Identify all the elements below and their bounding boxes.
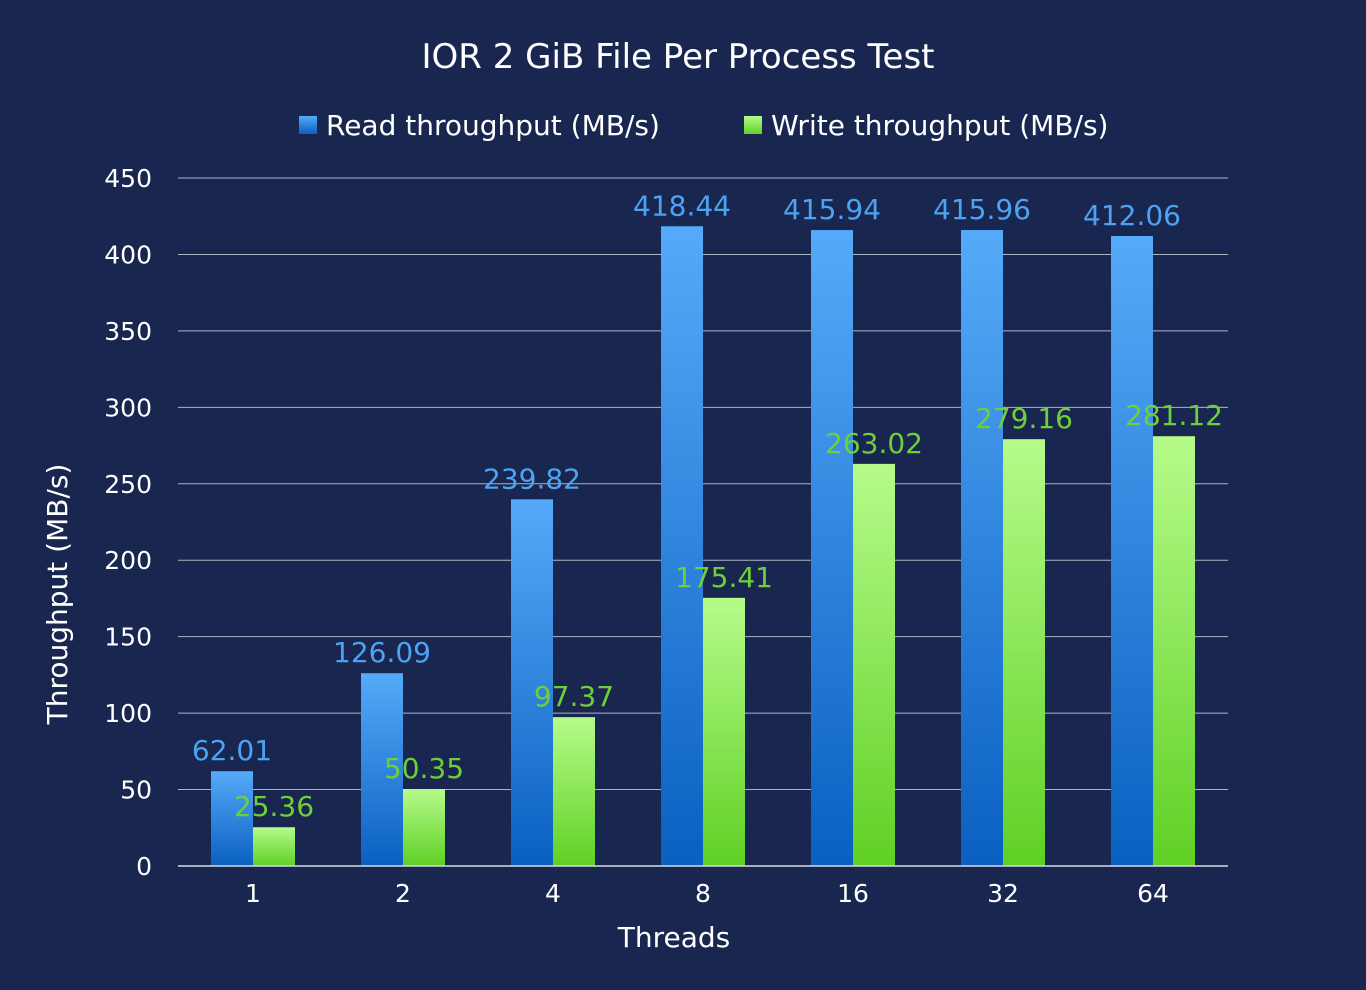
x-tick-label: 32 <box>987 879 1019 908</box>
data-label-write-2: 50.35 <box>384 752 464 785</box>
legend-swatch-read <box>299 116 317 134</box>
y-tick-label: 350 <box>104 317 152 346</box>
x-tick-label: 2 <box>395 879 411 908</box>
bar-read-32 <box>961 230 1003 866</box>
data-label-write-64: 281.12 <box>1125 399 1223 432</box>
data-label-read-2: 126.09 <box>333 636 431 669</box>
bar-write-2 <box>403 789 445 866</box>
chart-title: IOR 2 GiB File Per Process Test <box>421 37 934 77</box>
bar-write-32 <box>1003 439 1045 866</box>
data-label-read-4: 239.82 <box>483 462 581 495</box>
data-labels: 62.01 25.36 126.09 50.35 239.82 97.37 418.44 17… <box>192 189 1223 823</box>
bar-write-16 <box>853 463 895 866</box>
bar-write-4 <box>553 717 595 866</box>
bar-write-1 <box>253 827 295 866</box>
bar-read-8 <box>661 226 703 867</box>
bars <box>211 226 1195 867</box>
y-tick-label: 0 <box>136 852 152 881</box>
data-label-read-8: 418.44 <box>633 189 731 222</box>
legend-swatch-write <box>744 116 762 134</box>
data-label-write-8: 175.41 <box>675 561 773 594</box>
data-label-read-32: 415.96 <box>933 193 1031 226</box>
y-axis-title: Throughput (MB/s) <box>41 464 74 726</box>
bar-read-2 <box>361 673 403 866</box>
x-tick-label: 64 <box>1137 879 1169 908</box>
data-label-write-4: 97.37 <box>534 680 614 713</box>
legend: Read throughput (MB/s) Write throughput … <box>299 109 1108 142</box>
data-label-read-1: 62.01 <box>192 734 272 767</box>
y-axis-ticks: 0 50 100 150 200 250 300 350 400 450 <box>104 164 152 881</box>
y-tick-label: 450 <box>104 164 152 193</box>
y-tick-label: 200 <box>104 546 152 575</box>
x-tick-label: 16 <box>837 879 869 908</box>
x-tick-label: 1 <box>245 879 261 908</box>
y-tick-label: 150 <box>104 623 152 652</box>
legend-label-read: Read throughput (MB/s) <box>326 109 660 142</box>
y-tick-label: 300 <box>104 393 152 422</box>
x-axis-title: Threads <box>617 921 731 954</box>
data-label-write-32: 279.16 <box>975 402 1073 435</box>
bar-read-4 <box>511 499 553 866</box>
bar-read-16 <box>811 230 853 866</box>
y-tick-label: 250 <box>104 470 152 499</box>
data-label-write-16: 263.02 <box>825 427 923 460</box>
x-axis-ticks: 1 2 4 8 16 32 64 <box>245 879 1169 908</box>
legend-label-write: Write throughput (MB/s) <box>771 109 1108 142</box>
bar-write-8 <box>703 597 745 866</box>
bar-read-64 <box>1111 236 1153 866</box>
bar-write-64 <box>1153 436 1195 866</box>
y-tick-label: 100 <box>104 699 152 728</box>
data-label-write-1: 25.36 <box>234 790 314 823</box>
x-tick-label: 8 <box>695 879 711 908</box>
y-tick-label: 400 <box>104 240 152 269</box>
bar-read-1 <box>211 771 253 866</box>
data-label-read-16: 415.94 <box>783 193 881 226</box>
y-tick-label: 50 <box>120 776 152 805</box>
data-label-read-64: 412.06 <box>1083 199 1181 232</box>
x-tick-label: 4 <box>545 879 561 908</box>
